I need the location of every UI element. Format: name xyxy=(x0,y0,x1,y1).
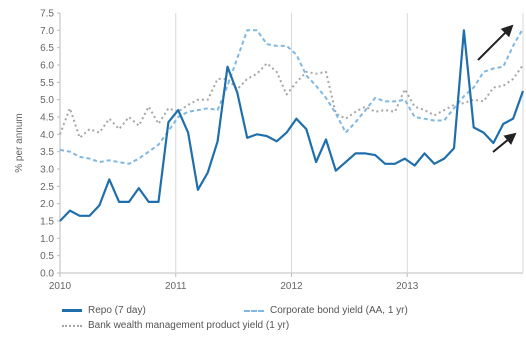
x-axis-ticks: 2010 2011 2012 2013 xyxy=(49,273,419,292)
arrow-upper xyxy=(477,24,514,61)
arrow-annotations xyxy=(477,24,517,153)
y-tick-label: 5.0 xyxy=(40,95,54,106)
legend-row-2: Bank wealth management product yield (1 … xyxy=(62,318,522,333)
legend-row-1: Repo (7 day) Corporate bond yield (AA, 1… xyxy=(62,303,522,318)
legend-swatch-repo xyxy=(62,309,82,312)
series-corporate-bond-line xyxy=(59,28,524,165)
x-tick-label: 2011 xyxy=(165,281,187,292)
x-tick-label: 2010 xyxy=(49,281,72,292)
y-tick-label: 4.0 xyxy=(40,130,54,141)
legend-item-repo: Repo (7 day) xyxy=(62,305,244,316)
x-tick-label: 2013 xyxy=(396,281,419,292)
legend-item-corporate-bond: Corporate bond yield (AA, 1 yr) xyxy=(244,305,504,316)
legend-label-corporate-bond: Corporate bond yield (AA, 1 yr) xyxy=(270,305,408,316)
legend-swatch-corporate-bond xyxy=(244,309,264,312)
series-lines xyxy=(59,28,525,222)
y-tick-label: 7.5 xyxy=(40,9,54,20)
y-tick-label: 1.0 xyxy=(40,234,54,245)
y-tick-label: 1.5 xyxy=(40,217,54,228)
legend-swatch-bank-wmp xyxy=(62,324,82,327)
y-axis-label: % per annum xyxy=(14,113,25,172)
y-tick-label: 2.0 xyxy=(40,199,54,210)
legend-item-bank-wmp: Bank wealth management product yield (1 … xyxy=(62,320,462,331)
y-tick-label: 0.0 xyxy=(40,269,54,280)
y-tick-label: 4.5 xyxy=(40,113,54,124)
y-tick-label: 6.5 xyxy=(40,43,54,54)
y-tick-label: 3.0 xyxy=(40,165,54,176)
y-tick-label: 3.5 xyxy=(40,147,54,158)
y-tick-label: 2.5 xyxy=(40,182,54,193)
series-repo-line xyxy=(59,29,525,222)
legend-label-repo: Repo (7 day) xyxy=(88,305,146,316)
legend: Repo (7 day) Corporate bond yield (AA, 1… xyxy=(62,303,522,333)
y-tick-label: 0.5 xyxy=(40,251,54,262)
x-tick-label: 2012 xyxy=(280,281,303,292)
y-tick-label: 6.0 xyxy=(40,61,54,72)
y-tick-label: 5.5 xyxy=(40,78,54,89)
arrow-lower xyxy=(492,132,517,153)
grid xyxy=(59,13,524,274)
y-axis-ticks: 0.0 0.5 1.0 1.5 2.0 2.5 3.0 3.5 4.0 4.5 5.0 5.5 6.0 6… xyxy=(40,9,60,280)
legend-label-bank-wmp: Bank wealth management product yield (1 … xyxy=(88,320,290,331)
y-tick-label: 7.0 xyxy=(40,26,54,37)
series-bank-wmp-line xyxy=(59,62,524,139)
line-chart: 0.0 0.5 1.0 1.5 2.0 2.5 3.0 3.5 4.0 4.5 5.0 5.5 6.0 6… xyxy=(14,9,525,292)
